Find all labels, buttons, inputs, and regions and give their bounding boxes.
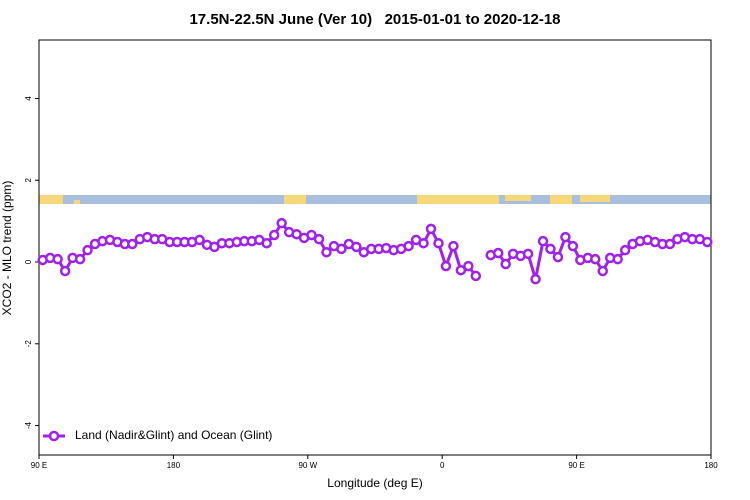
data-point [261, 237, 272, 249]
data-point [306, 229, 317, 241]
data-point [268, 229, 280, 241]
data-point [276, 217, 287, 229]
land-band [74, 200, 80, 204]
data-point [522, 248, 534, 260]
data-point [425, 223, 437, 235]
x-tick-label: 180 [704, 461, 718, 470]
data-point [313, 233, 325, 245]
y-axis-label: XCO2 - MLO trend (ppm) [0, 181, 14, 316]
data-point [530, 273, 541, 285]
data-point [52, 253, 63, 265]
x-tick-label: 0 [440, 461, 445, 470]
data-point [194, 234, 205, 246]
data-point [455, 264, 467, 276]
chart-title: 17.5N-22.5N June (Ver 10) 2015-01-01 to … [189, 11, 560, 28]
y-tick-label: 4 [24, 96, 33, 101]
land-band [417, 195, 499, 204]
data-point [702, 236, 713, 248]
data-point [597, 265, 608, 277]
x-axis-label: Longitude (deg E) [327, 476, 422, 490]
data-point [612, 253, 623, 265]
data-point [567, 240, 579, 252]
data-point [560, 231, 571, 243]
y-tick-label: -4 [24, 421, 33, 429]
y-tick-label: -2 [24, 340, 33, 348]
legend-label: Land (Nadir&Glint) and Ocean (Glint) [75, 428, 272, 442]
land-ocean-strip [39, 195, 711, 204]
data-point [590, 253, 601, 265]
data-point [619, 244, 631, 256]
data-point [552, 251, 564, 263]
x-tick-label: 90 E [568, 461, 584, 470]
x-tick-label: 180 [167, 461, 181, 470]
data-point [59, 265, 71, 277]
data-point [336, 243, 347, 255]
data-point [440, 260, 452, 272]
legend-marker [48, 430, 60, 442]
plot-frame [38, 39, 712, 456]
data-point [664, 238, 676, 250]
data-point [448, 240, 459, 252]
data-point [403, 240, 414, 252]
data-point [433, 237, 444, 249]
data-point [545, 243, 556, 255]
land-band [580, 195, 610, 202]
data-point [82, 244, 93, 256]
y-tick-label: 0 [24, 259, 33, 264]
land-band [39, 195, 63, 204]
data-point [500, 258, 511, 270]
land-band [505, 195, 531, 201]
x-tick-label: 90 W [298, 461, 317, 470]
data-point [463, 260, 474, 272]
land-band [284, 195, 306, 204]
land-band [550, 195, 572, 204]
data-point [74, 253, 86, 265]
data-point [418, 237, 429, 249]
x-tick-label: 90 E [31, 461, 47, 470]
data-point [470, 270, 482, 282]
data-point [127, 238, 138, 250]
ocean-band [39, 195, 711, 204]
data-point [351, 241, 362, 253]
data-point [492, 247, 504, 259]
y-tick-label: 2 [24, 177, 33, 182]
data-point [537, 235, 549, 247]
data-point [321, 246, 332, 258]
